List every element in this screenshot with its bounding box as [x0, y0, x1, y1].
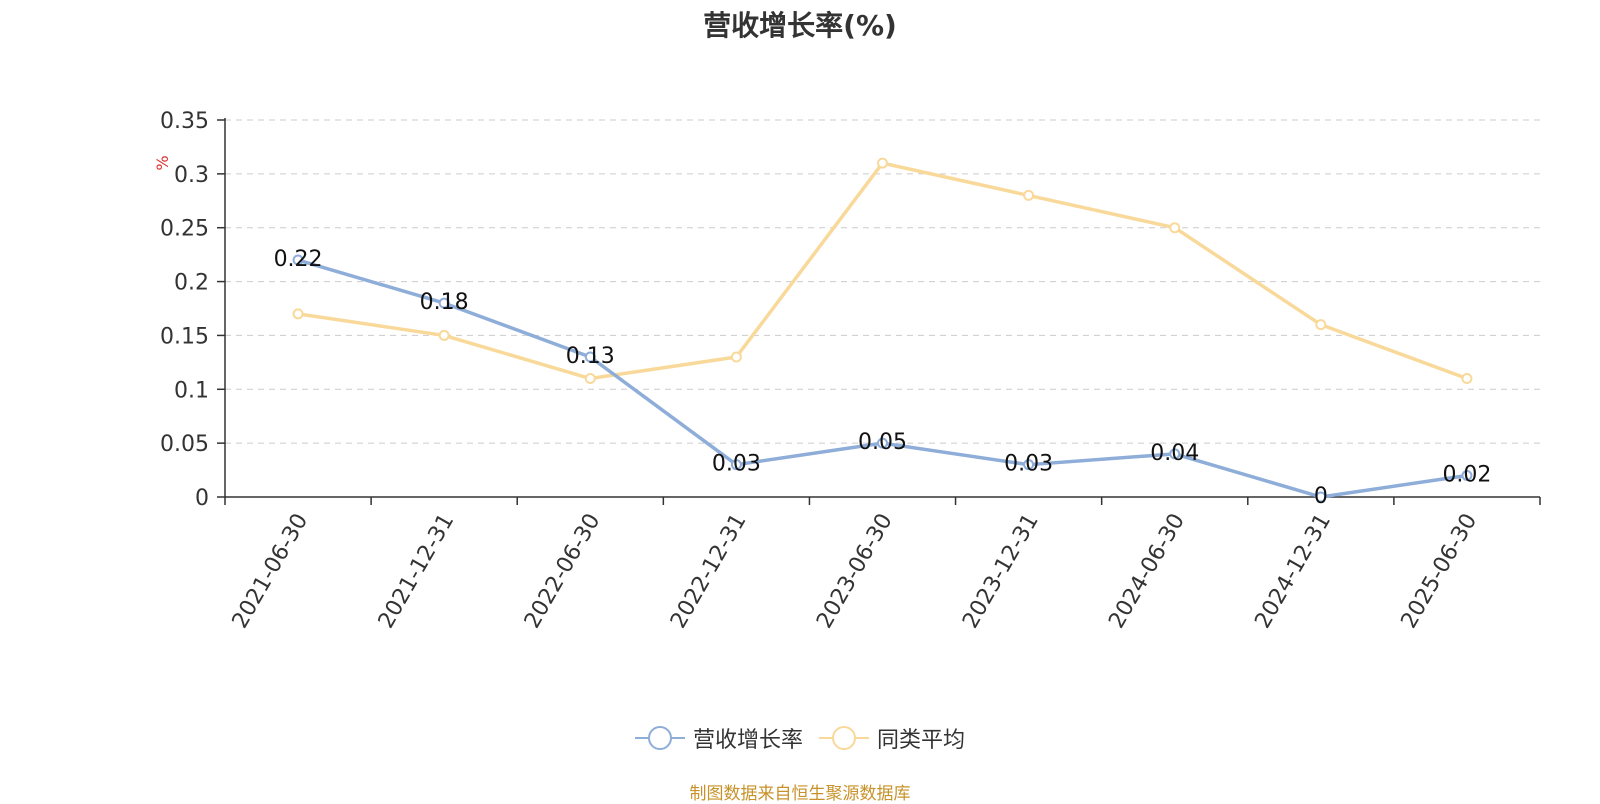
data-point — [584, 351, 596, 363]
x-tick-label: 2025-06-30 — [1397, 510, 1483, 633]
legend-label: 同类平均 — [877, 728, 966, 753]
data-label: 0 — [1314, 484, 1328, 509]
y-tick-label: 0.15 — [160, 324, 209, 349]
data-label: 0.22 — [274, 247, 323, 272]
data-point — [1461, 373, 1473, 385]
data-point — [1023, 459, 1035, 471]
data-point — [877, 157, 888, 169]
x-tick-label: 2021-06-30 — [228, 510, 314, 633]
legend-label: 营收增长率 — [692, 728, 803, 753]
series-line-1 — [297, 258, 1468, 499]
y-axis-label: % — [153, 155, 172, 170]
data-point — [292, 308, 304, 320]
x-tick-label: 2022-06-30 — [520, 510, 606, 633]
legend: 营收增长率 同类平均 — [0, 722, 1600, 754]
data-point — [1461, 469, 1473, 481]
x-tick-label: 2024-06-30 — [1104, 510, 1190, 633]
y-tick-label: 0 — [195, 486, 209, 511]
y-tick-label: 0.35 — [160, 109, 209, 134]
legend-marker — [634, 726, 685, 750]
data-point — [877, 437, 888, 449]
series-line-2 — [297, 161, 1468, 381]
y-tick-label: 0.25 — [160, 217, 209, 242]
data-label: 0.18 — [420, 290, 469, 315]
data-label: 0.03 — [712, 452, 761, 477]
x-tick-label: 2023-12-31 — [958, 510, 1044, 633]
data-label: 0.05 — [858, 430, 907, 455]
chart-title: 营收增长率(%) — [703, 9, 897, 42]
data-point — [730, 459, 742, 471]
x-tick-label: 2022-12-31 — [666, 510, 752, 633]
data-label: 0.03 — [1004, 452, 1053, 477]
data-label: 0.13 — [566, 344, 615, 369]
x-tick-label: 2023-06-30 — [812, 510, 898, 633]
legend-item[interactable]: 同类平均 — [819, 722, 965, 754]
legend-item[interactable]: 营收增长率 — [634, 722, 803, 754]
data-label: 0.02 — [1442, 462, 1491, 487]
data-label: 0.04 — [1150, 441, 1199, 466]
legend-marker — [819, 726, 869, 750]
x-tick-label: 2021-12-31 — [374, 509, 460, 632]
data-point — [438, 329, 450, 341]
y-tick-label: 0.05 — [160, 432, 209, 457]
x-tick-label: 2024-12-31 — [1250, 510, 1336, 633]
y-tick-label: 0.3 — [174, 163, 209, 188]
y-tick-label: 0.2 — [174, 271, 209, 296]
data-point — [730, 351, 742, 363]
data-point — [292, 254, 304, 266]
data-point — [1169, 222, 1181, 234]
data-point — [1315, 491, 1327, 503]
data-point — [584, 373, 596, 385]
source-note: 制图数据来自恒生聚源数据库 — [689, 784, 911, 804]
data-point — [1315, 319, 1327, 331]
data-point — [438, 297, 450, 309]
y-tick-label: 0.1 — [174, 378, 209, 403]
data-point — [1169, 448, 1181, 460]
data-point — [1023, 189, 1035, 201]
